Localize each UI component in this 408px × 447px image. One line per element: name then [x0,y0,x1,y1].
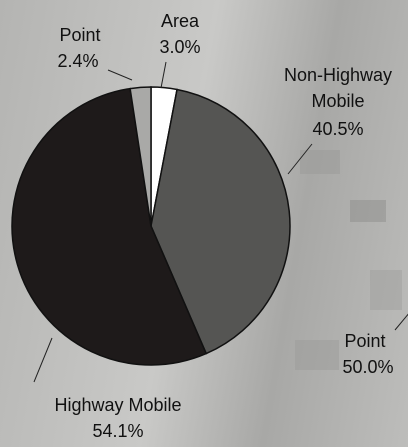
leader-line [395,312,408,330]
slice-value-label: 2.4% [38,48,118,74]
slice-value-label: 54.1% [78,418,158,444]
background-car [350,200,386,222]
background-car [300,150,340,174]
slice-value-label: 40.5% [298,116,378,142]
chart: Area3.0% Non-Highway Mobile40.5% Highway M… [0,0,408,447]
slice-label: Point [50,22,110,48]
slice-label: Point [335,328,395,354]
slice-label: Non-Highway Mobile [258,62,408,114]
background-car [370,270,402,310]
leader-line [34,338,52,382]
slice-value-label: 50.0% [328,354,408,380]
slice-value-label: 3.0% [140,34,220,60]
leader-line [161,62,166,88]
slice-label: Area [150,8,210,34]
slice-label: Highway Mobile [28,392,208,418]
